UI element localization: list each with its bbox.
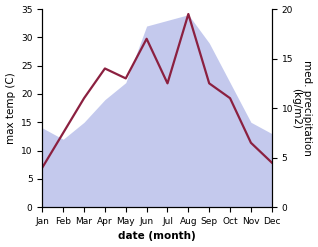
Y-axis label: max temp (C): max temp (C)	[5, 72, 16, 144]
X-axis label: date (month): date (month)	[118, 231, 196, 242]
Y-axis label: med. precipitation
(kg/m2): med. precipitation (kg/m2)	[291, 60, 313, 156]
